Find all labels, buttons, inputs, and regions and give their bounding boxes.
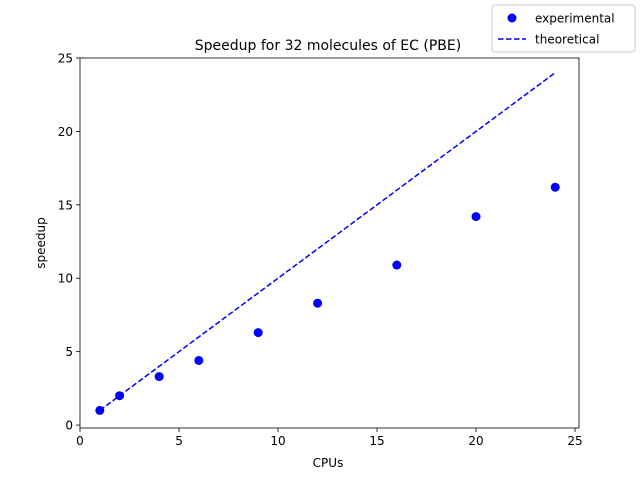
legend-marker-experimental [507, 13, 517, 23]
data-point-experimental-1 [115, 391, 125, 401]
data-point-experimental-7 [471, 212, 481, 222]
x-tick-label-3: 15 [369, 434, 384, 448]
x-tick-label-4: 20 [468, 434, 483, 448]
plot-area: 0 5 10 15 20 25 0 5 10 15 20 25 [58, 52, 583, 449]
y-tick-label-4: 20 [58, 125, 73, 139]
y-tick-label-3: 15 [58, 198, 73, 212]
x-tick-label-0: 0 [76, 434, 84, 448]
data-point-experimental-8 [550, 182, 560, 192]
x-tick-label-2: 10 [270, 434, 285, 448]
x-tick-label-1: 5 [175, 434, 183, 448]
legend-label-experimental: experimental [535, 12, 615, 26]
y-tick-label-1: 5 [65, 345, 73, 359]
axes-frame [79, 57, 580, 429]
x-axis-label: CPUs [313, 456, 344, 470]
data-point-experimental-2 [154, 372, 164, 382]
y-tick-label-5: 25 [58, 52, 73, 66]
legend: experimental theoretical [491, 4, 636, 53]
data-point-experimental-4 [253, 328, 263, 338]
legend-label-theoretical: theoretical [535, 33, 599, 47]
data-point-experimental-3 [194, 355, 204, 365]
legend-frame [491, 4, 636, 53]
chart-title: Speedup for 32 molecules of EC (PBE) [195, 38, 461, 54]
x-tick-label-5: 25 [567, 434, 582, 448]
series-line-theoretical [99, 72, 556, 411]
y-axis-label: speedup [34, 217, 48, 268]
y-tick-label-0: 0 [65, 419, 73, 433]
y-tick-label-2: 10 [58, 272, 73, 286]
data-point-experimental-5 [313, 298, 323, 308]
data-point-experimental-6 [392, 260, 402, 270]
data-point-experimental-0 [95, 405, 105, 415]
